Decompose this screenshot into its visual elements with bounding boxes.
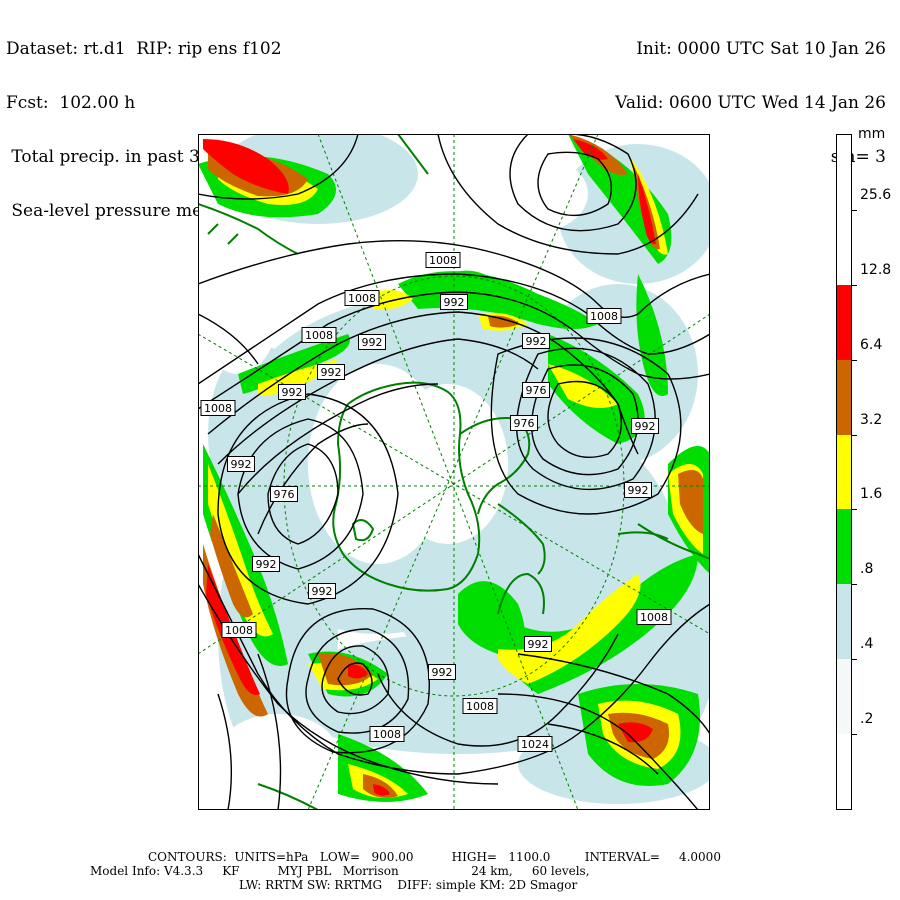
colorbar-tick bbox=[851, 659, 857, 661]
svg-text:1008: 1008 bbox=[305, 329, 333, 342]
contour-label: 992 bbox=[358, 334, 386, 350]
colorbar-label: .8 bbox=[860, 561, 874, 578]
map-canvas: 1008 1008 1008 992 992 1008 1008 992 992 992 976 99… bbox=[198, 134, 710, 810]
contour-label: 992 bbox=[278, 384, 306, 400]
contour-label: 992 bbox=[317, 364, 345, 380]
svg-text:992: 992 bbox=[231, 458, 252, 471]
valid-time: Valid: 0600 UTC Wed 14 Jan 26 bbox=[615, 93, 886, 113]
svg-text:992: 992 bbox=[528, 638, 549, 651]
colorbar-tick bbox=[851, 734, 857, 736]
svg-text:992: 992 bbox=[628, 484, 649, 497]
map-border bbox=[198, 134, 710, 810]
contour-label: 992 bbox=[428, 664, 456, 680]
contour-label: 992 bbox=[524, 636, 552, 652]
header-right: Init: 0000 UTC Sat 10 Jan 26 Valid: 0600… bbox=[615, 4, 886, 184]
svg-text:992: 992 bbox=[321, 366, 342, 379]
colorbar-label: 25.6 bbox=[860, 186, 892, 203]
svg-text:1008: 1008 bbox=[466, 700, 494, 713]
colorbar-label: 3.2 bbox=[860, 411, 883, 428]
svg-text:1008: 1008 bbox=[640, 611, 668, 624]
colorbar-tick bbox=[851, 434, 857, 436]
contour-label: 1024 bbox=[517, 736, 553, 752]
colorbar-segment bbox=[837, 584, 851, 660]
contour-label: 1008 bbox=[221, 622, 257, 638]
footer-contours: CONTOURS: UNITS=hPa LOW= 900.00 HIGH= 11… bbox=[148, 850, 721, 864]
colorbar-units: mm bbox=[858, 126, 886, 142]
contour-label: 992 bbox=[624, 482, 652, 498]
init-time: Init: 0000 UTC Sat 10 Jan 26 bbox=[636, 39, 886, 59]
svg-text:976: 976 bbox=[274, 488, 295, 501]
contour-label: 976 bbox=[522, 382, 550, 398]
svg-text:1008: 1008 bbox=[204, 402, 232, 415]
colorbar-label: .2 bbox=[860, 711, 874, 728]
svg-text:992: 992 bbox=[362, 336, 383, 349]
contour-label: 976 bbox=[510, 415, 538, 431]
contour-label: 992 bbox=[252, 556, 280, 572]
svg-text:992: 992 bbox=[444, 296, 465, 309]
colorbar-label: .4 bbox=[860, 636, 874, 653]
colorbar-tick bbox=[851, 509, 857, 511]
contour-label: 1008 bbox=[462, 698, 498, 714]
contour-label: 992 bbox=[522, 333, 550, 349]
colorbar-segment bbox=[837, 734, 851, 809]
svg-text:992: 992 bbox=[256, 558, 277, 571]
svg-text:1008: 1008 bbox=[348, 292, 376, 305]
svg-text:1008: 1008 bbox=[225, 624, 253, 637]
colorbar-segment bbox=[837, 509, 851, 585]
svg-text:992: 992 bbox=[312, 585, 333, 598]
colorbar-label: 6.4 bbox=[860, 336, 883, 353]
svg-text:992: 992 bbox=[635, 420, 656, 433]
colorbar-segment bbox=[837, 659, 851, 735]
colorbar: 25.6 12.8 6.4 3.2 1.6 .8 .4 .2 bbox=[836, 134, 891, 810]
contour-label: 1008 bbox=[636, 609, 672, 625]
footer-model-info: Model Info: V4.3.3 KF MYJ PBL Morrison 2… bbox=[90, 864, 590, 878]
svg-text:1024: 1024 bbox=[521, 738, 549, 751]
map-panel: 1008 1008 1008 992 992 1008 1008 992 992 992 976 99… bbox=[198, 134, 710, 810]
svg-text:1008: 1008 bbox=[429, 254, 457, 267]
contour-label: 1008 bbox=[586, 308, 622, 324]
contour-label: 992 bbox=[631, 418, 659, 434]
colorbar-segment bbox=[837, 434, 851, 510]
contour-label: 1008 bbox=[369, 726, 405, 742]
contour-label: 992 bbox=[440, 294, 468, 310]
svg-text:992: 992 bbox=[526, 335, 547, 348]
contour-label: 1008 bbox=[200, 400, 236, 416]
colorbar-segment bbox=[837, 359, 851, 435]
colorbar-segment bbox=[837, 284, 851, 360]
svg-text:992: 992 bbox=[432, 666, 453, 679]
colorbar-label: 12.8 bbox=[860, 261, 892, 278]
sea-level-pressure-contours bbox=[198, 134, 710, 810]
contour-label: 1008 bbox=[301, 327, 337, 343]
colorbar-label: 1.6 bbox=[860, 486, 883, 503]
svg-text:976: 976 bbox=[526, 384, 547, 397]
colorbar-tick bbox=[851, 284, 857, 286]
contour-label: 992 bbox=[227, 456, 255, 472]
svg-text:976: 976 bbox=[514, 417, 535, 430]
contour-label: 1008 bbox=[425, 252, 461, 268]
contour-labels: 1008 1008 1008 992 992 1008 1008 992 992 992 976 99… bbox=[200, 252, 672, 752]
dataset-line: Dataset: rt.d1 RIP: rip ens f102 bbox=[6, 39, 282, 59]
colorbar-segment bbox=[837, 209, 851, 285]
colorbar-tick bbox=[851, 584, 857, 586]
colorbar-segment bbox=[837, 135, 851, 210]
colorbar-tick bbox=[851, 359, 857, 361]
svg-text:1008: 1008 bbox=[373, 728, 401, 741]
contour-label: 1008 bbox=[344, 290, 380, 306]
colorbar-tick bbox=[851, 209, 857, 211]
contour-label: 992 bbox=[308, 583, 336, 599]
contour-label: 976 bbox=[270, 486, 298, 502]
footer-physics: LW: RRTM SW: RRTMG DIFF: simple KM: 2D S… bbox=[239, 878, 578, 892]
svg-text:992: 992 bbox=[282, 386, 303, 399]
forecast-hour-line: Fcst: 102.00 h bbox=[6, 93, 136, 113]
svg-text:1008: 1008 bbox=[590, 310, 618, 323]
